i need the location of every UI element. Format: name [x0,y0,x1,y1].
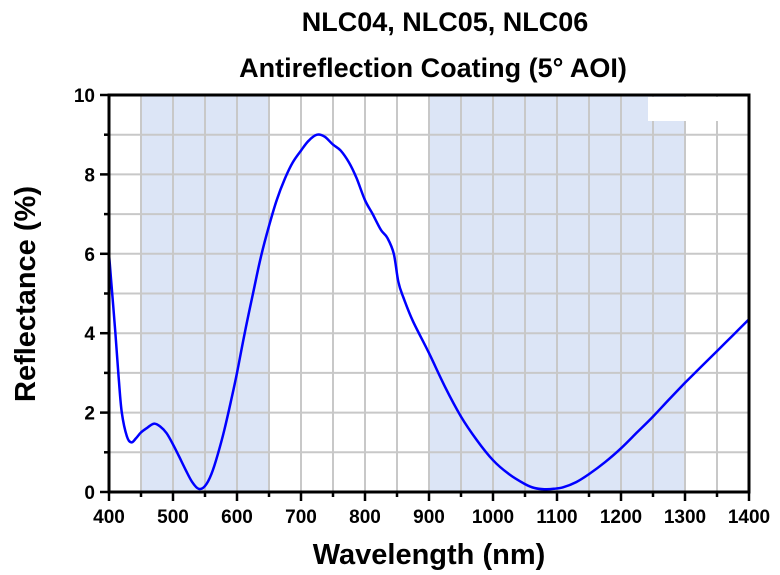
x-tick-label: 1200 [600,507,642,528]
x-tick-label: 400 [93,507,125,528]
chart-title: NLC04, NLC05, NLC06 [302,7,589,37]
y-tick-label: 10 [74,86,95,107]
x-tick-label: 900 [413,507,445,528]
y-axis-label: Reflectance (%) [10,186,42,402]
series-group [107,133,750,491]
x-tick-label: 1000 [472,507,514,528]
y-tick-label: 2 [84,404,95,425]
y-tick-labels: 0 2 4 6 8 10 [74,86,96,504]
grid-lines [109,95,749,492]
x-axis-label: Wavelength (nm) [313,539,546,571]
x-tick-label: 600 [221,507,253,528]
chart-subtitle: Antireflection Coating (5° AOI) [239,53,627,83]
x-tick-label: 1300 [664,507,706,528]
x-tick-label: 500 [157,507,189,528]
y-tick-label: 8 [84,165,95,186]
y-tick-label: 4 [84,324,95,345]
x-tick-label: 700 [285,507,317,528]
x-tick-label: 1400 [728,507,770,528]
y-tick-label: 0 [84,483,95,504]
axes [100,93,751,501]
x-tick-label: 800 [349,507,381,528]
x-tick-labels: 400 500 600 700 800 900 1000 1100 1200 1300 1400 [93,507,770,528]
series-line-reflectance [107,133,750,491]
y-tick-label: 6 [84,245,95,266]
x-tick-label: 1100 [536,507,577,528]
legend-mask [648,97,718,121]
